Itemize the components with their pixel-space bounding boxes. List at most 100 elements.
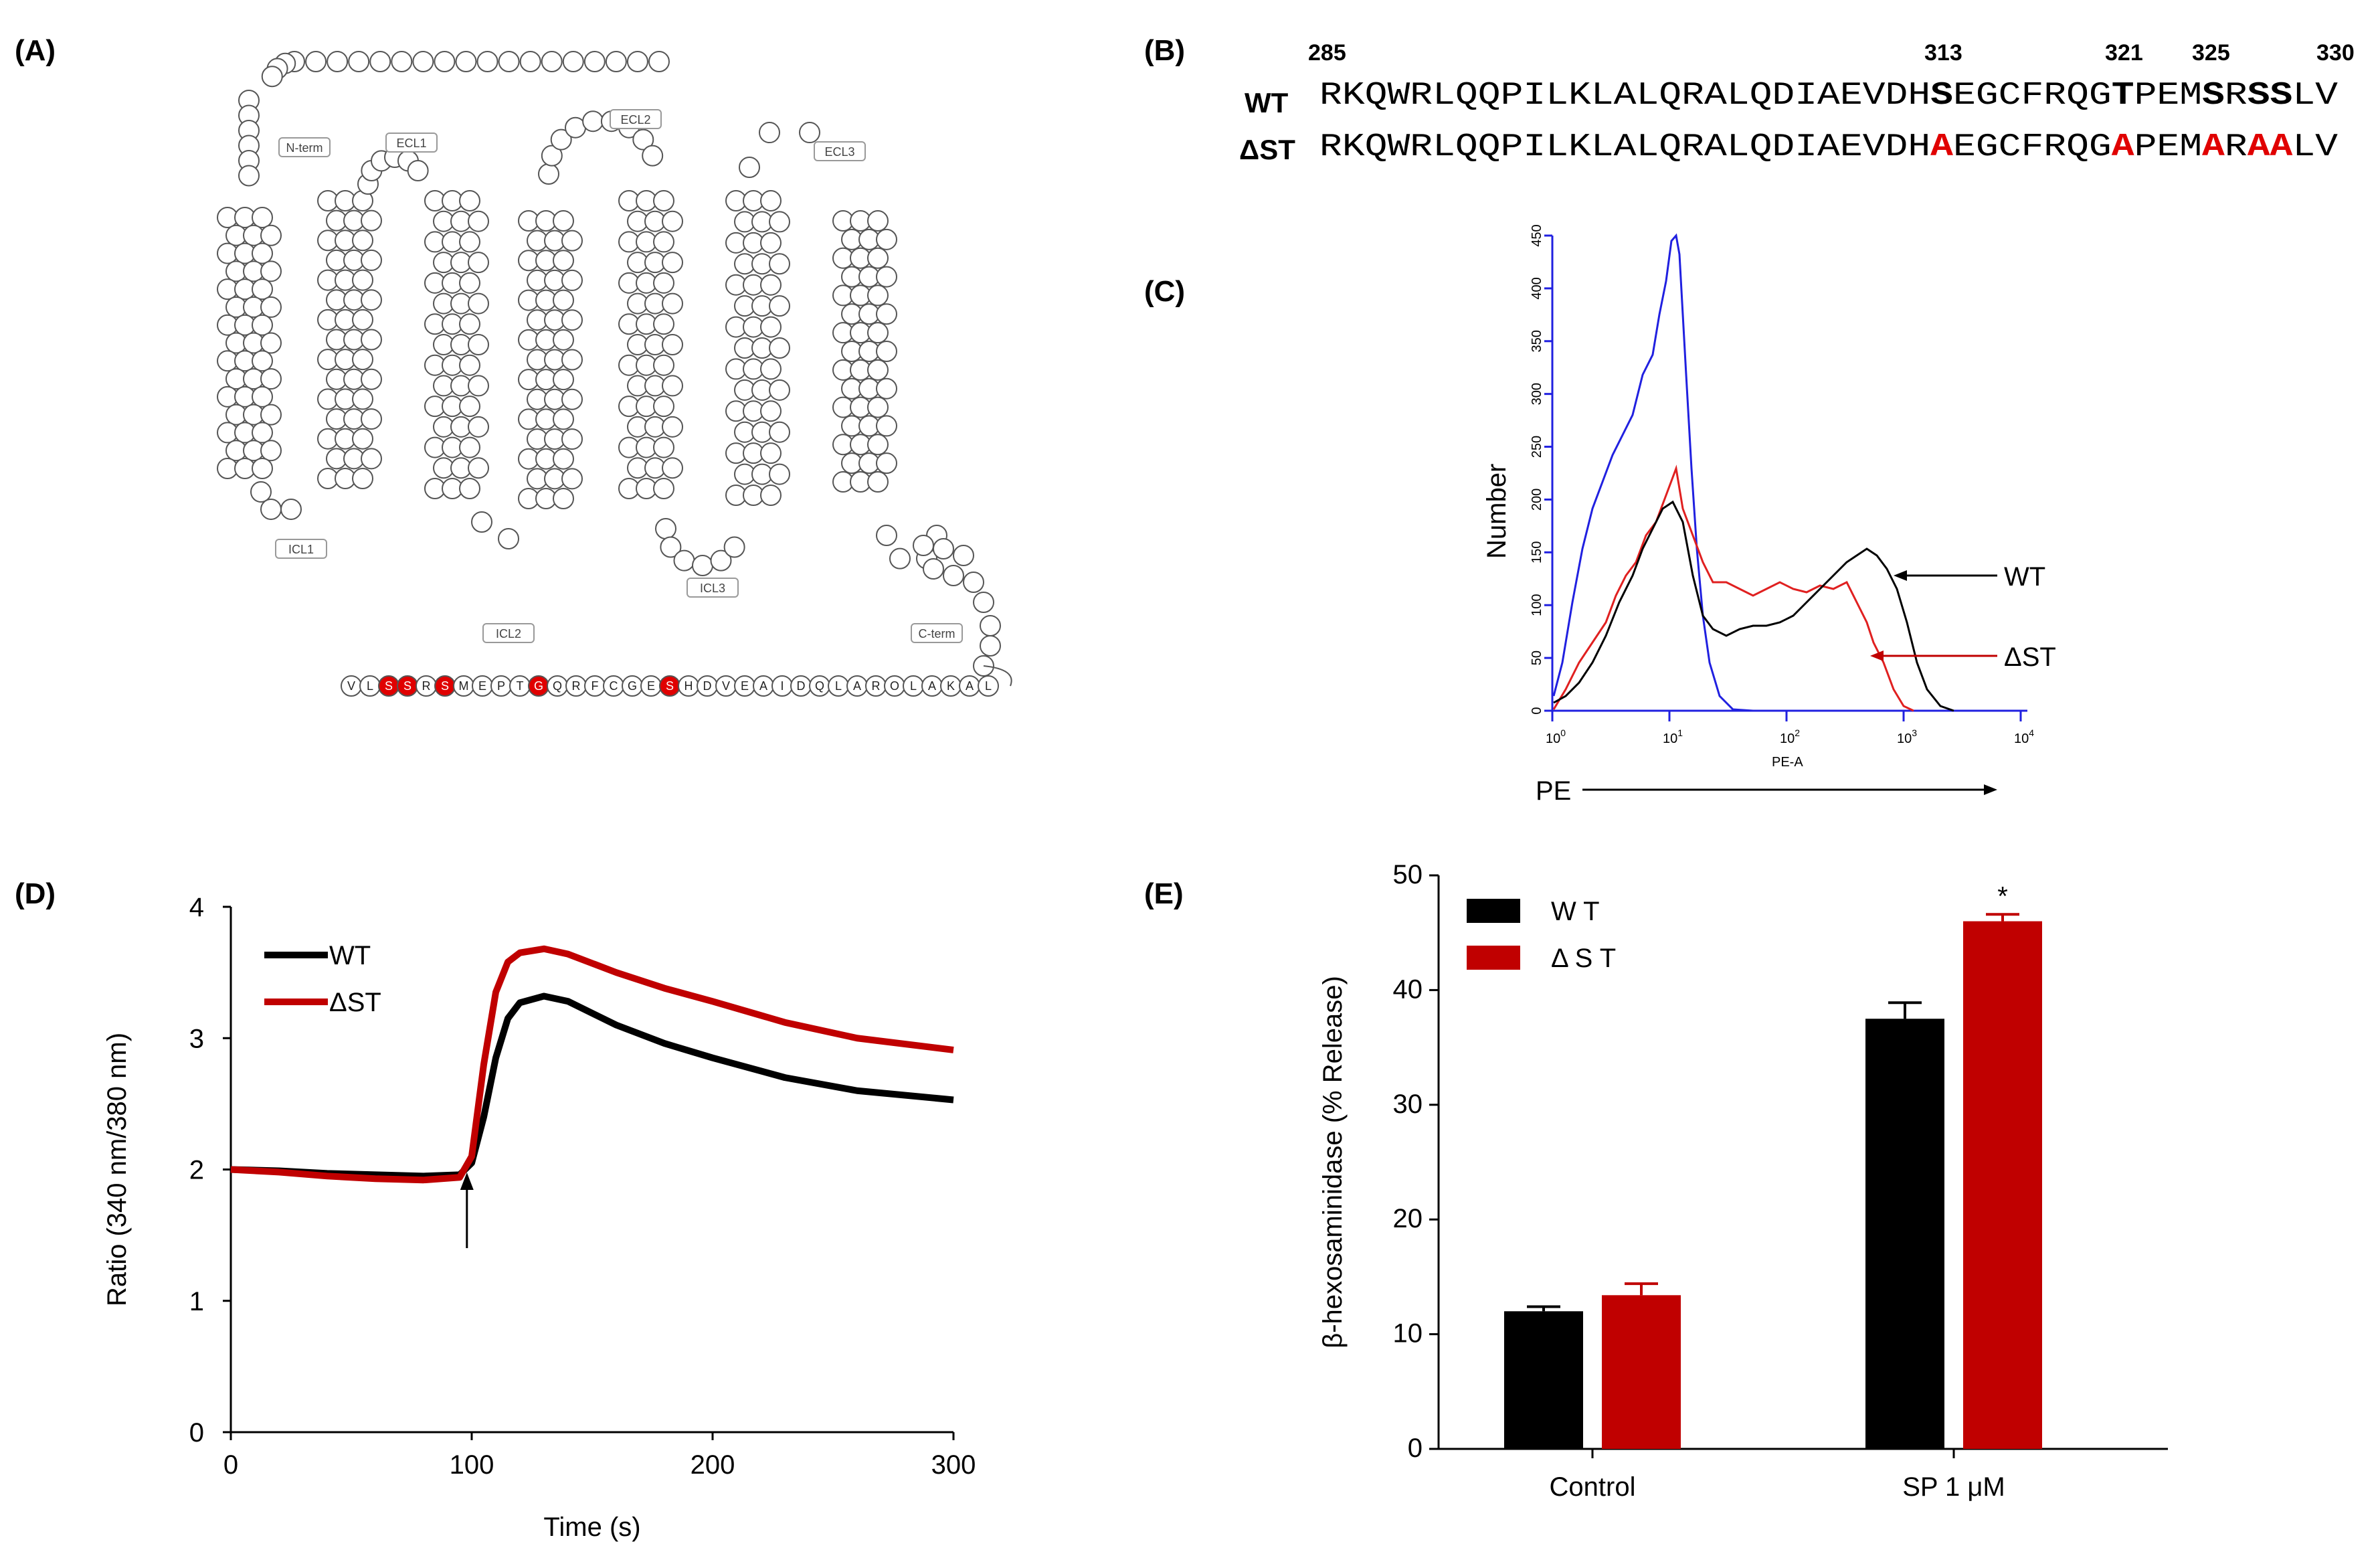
residue (760, 190, 782, 211)
tail-link (983, 665, 1012, 687)
seq-part-7: SS (2248, 78, 2293, 114)
residue-letter: P (497, 679, 505, 693)
residue (867, 359, 889, 381)
residue (459, 478, 480, 499)
e-ytick-label: 50 (1393, 860, 1423, 889)
residue (361, 209, 382, 232)
flow-xtick-label: 103 (1897, 727, 1917, 746)
residue (348, 51, 370, 72)
residue (361, 289, 382, 311)
flow-ytick-label: 50 (1530, 650, 1544, 665)
flow-ylabel: Number (1482, 464, 1512, 559)
residue (252, 314, 273, 336)
d-ytick-label: 1 (189, 1287, 204, 1316)
residue (632, 128, 654, 151)
d-ytick-label: 2 (189, 1156, 204, 1185)
region-tag-box (610, 109, 662, 129)
residue-letter: Q (553, 679, 562, 693)
seq-part-7: AA (2248, 129, 2293, 165)
flow-xtick-label: 100 (1546, 727, 1566, 746)
residue (468, 292, 489, 315)
residue (653, 190, 674, 211)
residue (260, 332, 282, 354)
residue (361, 448, 382, 470)
residue (760, 358, 782, 380)
residue (876, 377, 897, 400)
region-tag-box (385, 133, 438, 153)
residue (352, 269, 373, 291)
flow-ytick-label: 300 (1530, 383, 1544, 405)
residue (739, 157, 760, 178)
residue-letter: L (910, 679, 917, 693)
panel-label-d: (D) (15, 877, 56, 910)
e-bar-wt (1504, 1311, 1583, 1449)
seq-part-2: EGCFRQG (1953, 129, 2112, 165)
residue (653, 313, 674, 335)
residue (867, 247, 889, 269)
residue (867, 284, 889, 307)
flow-xaxis-small: PE-A (1772, 755, 1803, 770)
panel-label-e: (E) (1144, 877, 1184, 910)
residue (468, 457, 489, 479)
flow-xtick-label: 104 (2014, 727, 2034, 746)
residue (561, 309, 583, 331)
residue-letter: O (890, 679, 899, 693)
d-ylabel: Ratio (340 nm/380 nm) (102, 1033, 132, 1306)
residue (468, 416, 489, 438)
residue (867, 396, 889, 418)
residue (769, 211, 790, 233)
residue-letter: L (367, 679, 373, 693)
histogram-black (1553, 500, 1954, 712)
residue (582, 110, 604, 133)
residue-letter: D (703, 679, 712, 693)
residue (662, 416, 683, 438)
row-name-dst: ΔST (1239, 134, 1295, 165)
e-xtick-label: Control (1550, 1472, 1636, 1502)
residue (352, 349, 373, 371)
region-tag-icl3: ICL3 (700, 582, 725, 595)
residue-letter: M (459, 679, 469, 693)
residue (876, 415, 897, 437)
residue (978, 675, 999, 697)
residue (723, 536, 745, 558)
residue (352, 468, 373, 489)
residue (760, 274, 782, 296)
residue (769, 253, 790, 275)
hexosaminidase-bar-chart: 0 10 20 30 40 50 β-hexosaminidase (% Release) C… (1318, 860, 2168, 1502)
region-tag-ecl3: ECL3 (824, 145, 854, 159)
residue (760, 485, 782, 506)
region-tag-box (814, 141, 866, 161)
residue-letter: S (385, 679, 393, 693)
residue (541, 51, 563, 72)
seq-part-8: LV (2292, 78, 2338, 114)
region-tag-box (278, 137, 331, 157)
residue (653, 272, 674, 294)
d-xtick-label: 100 (450, 1450, 494, 1480)
residue (352, 388, 373, 410)
d-legend-label: WT (329, 941, 371, 970)
position-285: 285 (1308, 40, 1346, 66)
residue-letter: G (628, 679, 637, 693)
residue (459, 354, 480, 376)
residue (459, 313, 480, 335)
residue (876, 341, 897, 362)
residue (760, 316, 782, 338)
residue (468, 210, 489, 232)
sequence-wt: RKQWRLQQPILKLALQRALQDIAEVDH S EGCFRQG T PEM S… (1319, 78, 2338, 114)
region-tag-box (482, 623, 535, 643)
residue (498, 51, 520, 72)
residue (553, 448, 574, 470)
residue (369, 51, 391, 72)
residue (662, 457, 683, 479)
residue-letter: F (591, 679, 599, 693)
residue-letter: D (797, 679, 806, 693)
residue (361, 329, 382, 351)
residue (260, 296, 282, 318)
region-tag-box (686, 578, 739, 598)
flow-ytick-label: 200 (1530, 489, 1544, 511)
seq-part-1: A (1930, 129, 1953, 165)
flow-ytick-label: 250 (1530, 436, 1544, 458)
residue (662, 334, 683, 355)
residue (455, 51, 477, 72)
